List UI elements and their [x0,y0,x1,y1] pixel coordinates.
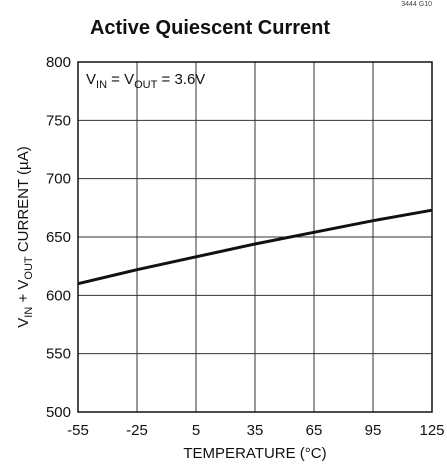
x-axis-label: TEMPERATURE (°C) [183,445,326,462]
y-tick-label: 800 [46,54,71,71]
x-tick-label: -55 [67,422,89,439]
annotation-part: = V [107,71,134,88]
annotation: VIN = VOUT = 3.6V [86,71,205,91]
annotation-part: = 3.6V [157,71,205,88]
annotation-part: OUT [134,79,158,91]
x-tick-label: 65 [306,422,323,439]
y-tick-label: 500 [46,404,71,421]
y-axis-label-part: IN [23,307,35,318]
x-tick-label: 35 [247,422,264,439]
plot-frame [77,61,433,413]
y-axis-label-part: V [15,318,32,328]
data-line [77,208,433,286]
annotation-part: IN [96,79,107,91]
y-axis-label-part: + V [15,280,32,307]
y-tick-label: 600 [46,287,71,304]
chart-title: Active Quiescent Current [90,17,330,39]
y-tick-label: 550 [46,346,71,363]
y-tick-label: 700 [46,171,71,188]
x-tick-label: 125 [419,422,444,439]
y-tick-label: 750 [46,112,71,129]
y-tick-label: 650 [46,229,71,246]
y-axis-label-part: OUT [23,256,35,280]
y-axis-label-part: CURRENT (µA) [15,146,32,256]
figure-id: 3444 G10 [401,1,432,8]
y-axis-label: VIN + VOUT CURRENT (µA) [15,146,35,327]
x-tick-label: -25 [126,422,148,439]
x-tick-label: 95 [365,422,382,439]
annotation-part: V [86,71,96,88]
x-tick-label: 5 [192,422,200,439]
